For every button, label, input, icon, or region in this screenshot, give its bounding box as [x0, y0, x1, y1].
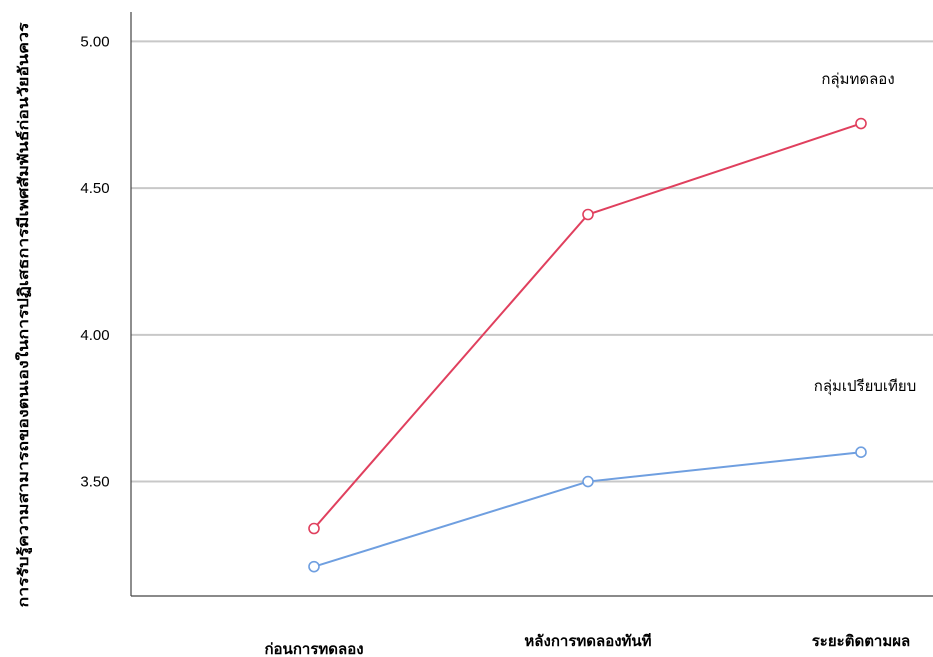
x-tick-label: ระยะติดตามผล [812, 632, 910, 650]
data-point [308, 560, 320, 573]
y-tick-label: 3.50 [80, 474, 109, 491]
series-line [313, 451, 862, 568]
y-tick-labels: 3.50 4.00 4.50 5.00 [80, 33, 109, 490]
y-tick-label: 4.00 [80, 327, 109, 344]
data-point [855, 117, 867, 130]
x-tick-label: ก่อนการทดลอง [264, 640, 363, 657]
series-lines [308, 117, 867, 573]
series-label: กลุ่มเปรียบเทียบ [814, 377, 917, 396]
series-label: กลุ่มทดลอง [821, 70, 894, 89]
data-point [855, 446, 867, 459]
x-tick-labels: ก่อนการทดลอง หลังการทดลองทันที ระยะติดตามผ… [264, 632, 910, 657]
gridlines [131, 40, 933, 483]
data-point [582, 475, 594, 488]
data-point [582, 208, 594, 221]
x-tick-label: หลังการทดลองทันที [524, 632, 651, 650]
data-point [308, 522, 320, 535]
y-tick-label: 5.00 [80, 33, 109, 50]
y-tick-label: 4.50 [80, 180, 109, 197]
y-axis-label: การรับรู้ความสามารถของตนเองในการปฏิเสธกา… [14, 22, 32, 608]
series-line [313, 122, 862, 530]
